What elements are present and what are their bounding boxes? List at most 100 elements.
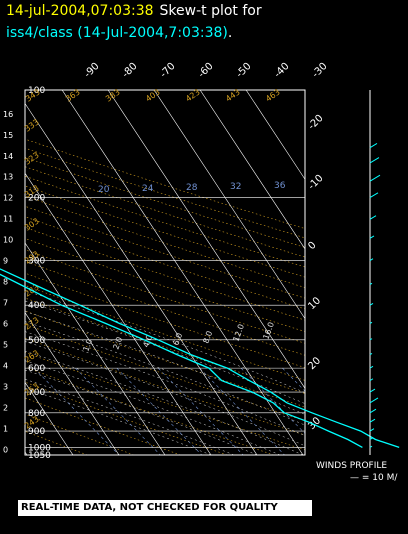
mixing-ratio-line xyxy=(116,367,203,455)
height-tick-label: 13 xyxy=(3,173,13,182)
pressure-tick-label: 400 xyxy=(28,301,45,311)
isotherm-line xyxy=(245,90,305,180)
mixing-ratio-label: 36 xyxy=(274,181,286,191)
dry-adiabat xyxy=(25,195,305,288)
dry-adiabat xyxy=(25,205,305,299)
mixing-ratio-line xyxy=(158,367,244,455)
dry-adiabat xyxy=(25,413,135,455)
temperature-profile xyxy=(0,268,400,449)
wind-barb xyxy=(369,235,375,239)
quality-banner: REAL-TIME DATA, NOT CHECKED FOR QUALITY xyxy=(18,500,312,516)
isotherm-line xyxy=(25,242,166,455)
pressure-tick-label: 500 xyxy=(28,336,45,346)
wind-barb xyxy=(369,352,373,356)
mixing-ratio-label: 32 xyxy=(230,182,241,192)
dry-adiabat xyxy=(25,381,228,455)
pressure-tick-label: 600 xyxy=(28,364,45,374)
plot-label: Skew-t plot for xyxy=(159,3,262,19)
pressure-tick-label: 300 xyxy=(28,257,45,267)
wind-barb xyxy=(369,418,376,423)
dry-adiabat xyxy=(25,227,305,321)
wind-barb xyxy=(369,338,373,341)
dataset-name: iss4/class (14-Jul-2004,7:03:38) xyxy=(6,25,228,41)
pressure-tick-label: 800 xyxy=(28,409,45,419)
height-tick-label: 12 xyxy=(3,194,13,203)
dry-adiabat-label: 323 xyxy=(23,151,41,167)
dry-adiabat xyxy=(25,430,88,455)
pressure-tick-label: 1000 xyxy=(28,443,51,453)
wind-barb xyxy=(369,157,380,164)
moist-adiabat xyxy=(25,331,305,436)
height-tick-label: 9 xyxy=(3,257,8,266)
dry-adiabat xyxy=(25,175,305,268)
wind-barb xyxy=(369,397,379,404)
wind-barb xyxy=(369,445,373,448)
mixing-ratio-line xyxy=(75,367,161,455)
dry-adiabat xyxy=(25,351,305,451)
isotherm-line xyxy=(107,90,305,389)
wind-barb xyxy=(369,378,374,381)
pressure-tick-label: 900 xyxy=(28,427,45,437)
isotherm-top-label: -60 xyxy=(196,61,215,80)
pressure-tick-label: 1050 xyxy=(28,451,51,461)
moist-adiabat xyxy=(25,369,258,455)
wind-barb xyxy=(369,321,373,324)
isotherm-right-label: 20 xyxy=(306,355,323,372)
dataset-dot: . xyxy=(227,25,233,41)
mixing-ratio-label: 20 xyxy=(98,185,110,195)
timestamp: 14-jul-2004,07:03:38 xyxy=(6,3,154,19)
dry-adiabat xyxy=(25,185,305,278)
mixing-ratio-line xyxy=(33,367,120,455)
dry-adiabat xyxy=(25,138,305,229)
plot-frame xyxy=(24,89,306,456)
dry-adiabat xyxy=(25,249,305,344)
dry-adiabat-label: 333 xyxy=(23,118,41,134)
isotherm-right-label: -10 xyxy=(306,173,325,192)
moist-adiabat xyxy=(25,300,305,404)
mixing-ratio-label: 28 xyxy=(186,183,198,193)
moist-adiabat-label: 2.0 xyxy=(111,336,124,351)
moist-adiabat xyxy=(25,321,305,426)
wind-barb xyxy=(369,302,374,306)
wind-barb xyxy=(369,143,378,149)
dry-adiabat xyxy=(25,337,305,436)
moist-adiabat xyxy=(25,350,304,455)
height-tick-label: 5 xyxy=(3,341,8,350)
height-tick-label: 7 xyxy=(3,299,8,308)
wind-barb xyxy=(369,408,377,414)
title-line-2: iss4/class (14-Jul-2004,7:03:38). xyxy=(6,25,232,41)
isotherm-top-label: -40 xyxy=(272,61,291,80)
dry-adiabat xyxy=(25,366,275,455)
isotherm-right-label: 10 xyxy=(306,295,323,312)
isotherm-top-label: -80 xyxy=(120,61,139,80)
wind-barb xyxy=(369,437,374,440)
moist-adiabat xyxy=(25,341,305,447)
moist-adiabat-label: 1.0 xyxy=(81,338,94,353)
dry-adiabat xyxy=(25,272,305,368)
height-tick-label: 2 xyxy=(3,403,8,412)
height-tick-label: 1 xyxy=(3,424,8,433)
dry-adiabat-label: 303 xyxy=(23,217,41,233)
wind-barb xyxy=(369,192,379,199)
dry-adiabat xyxy=(25,156,305,248)
moist-adiabat-label: 16.0 xyxy=(261,321,276,341)
mixing-ratio-label: 24 xyxy=(142,184,154,194)
dry-adiabat xyxy=(25,285,305,381)
isotherm-line xyxy=(153,90,305,320)
isotherm-right-label: 30 xyxy=(306,415,323,432)
dry-adiabat-label: 263 xyxy=(23,349,41,365)
wind-barb xyxy=(369,215,377,220)
wind-barb xyxy=(369,365,374,369)
moist-adiabat-label: 6.0 xyxy=(171,332,184,347)
height-tick-label: 16 xyxy=(3,110,13,119)
wind-barb xyxy=(369,258,374,261)
isotherm-top-label: -90 xyxy=(82,61,101,80)
pressure-tick-label: 100 xyxy=(28,86,45,96)
dry-adiabat xyxy=(25,310,305,408)
moist-adiabat xyxy=(25,311,305,415)
title-line-1: 14-jul-2004,07:03:38 Skew-t plot for xyxy=(6,3,262,19)
isotherm-line xyxy=(25,312,120,455)
isotherm-line xyxy=(25,451,28,455)
mixing-ratio-line xyxy=(282,367,305,392)
